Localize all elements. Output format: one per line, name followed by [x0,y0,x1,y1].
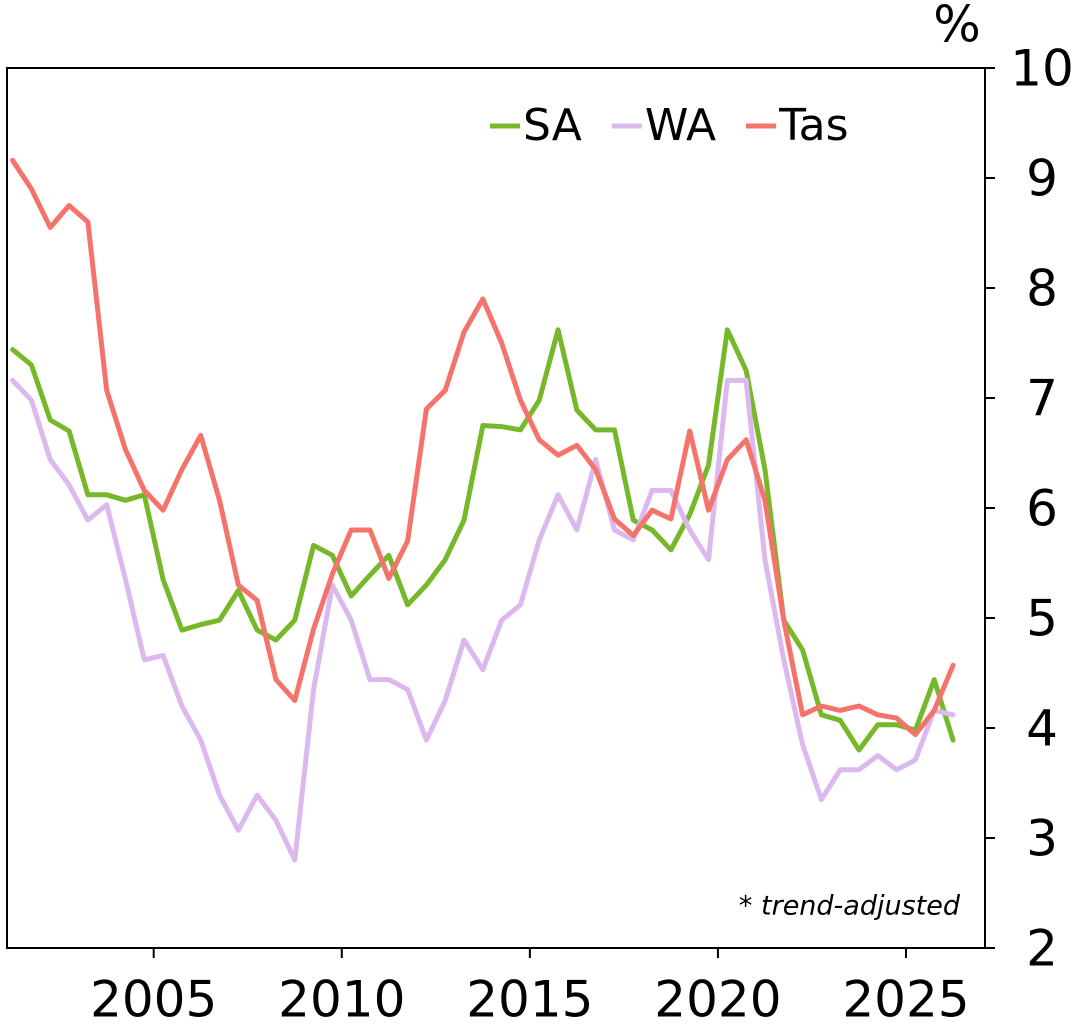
y-tick-label: 10 [1010,40,1073,98]
note: * trend-adjusted [739,891,961,922]
y-tick-label: 3 [1026,810,1058,868]
series-line [10,377,956,863]
legend-label: WA [645,100,716,151]
plot-frame [6,67,986,949]
x-tick-label: 2025 [842,971,969,1029]
y-unit: % [933,0,981,54]
x-tick-label: 2020 [654,971,781,1029]
legend-label: SA [523,100,582,151]
y-tick-label: 4 [1026,700,1058,758]
x-tick-label: 2005 [90,971,217,1029]
series-line [10,157,956,738]
y-tick-label: 5 [1026,590,1058,648]
y-tick-label: 7 [1026,370,1058,428]
series-line [10,327,956,753]
y-tick-label: 2 [1026,920,1058,978]
legend-label: Tas [778,100,848,151]
x-tick-label: 2010 [278,971,405,1029]
y-tick-label: 8 [1026,260,1058,318]
y-tick-label: 6 [1026,480,1058,538]
x-tick-label: 2015 [466,971,593,1029]
y-tick-label: 9 [1026,150,1058,208]
